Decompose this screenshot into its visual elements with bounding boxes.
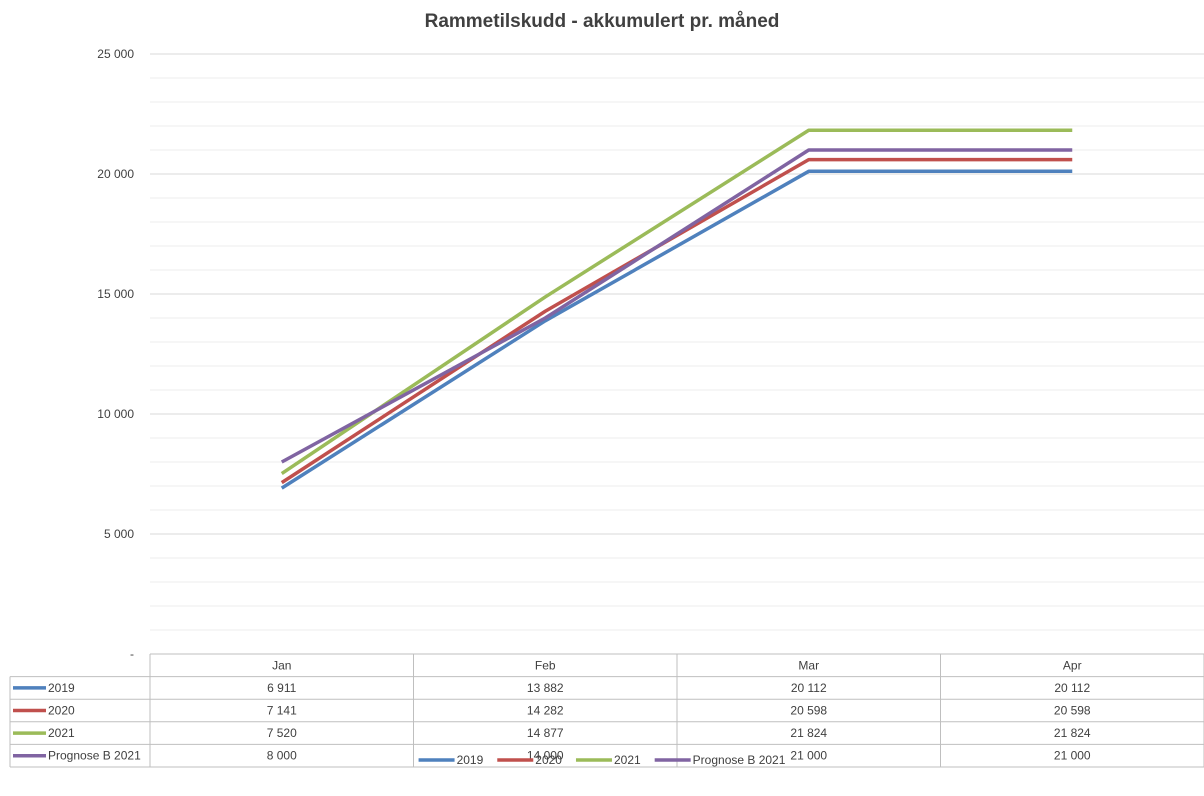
table-cell: 13 882 <box>527 681 564 695</box>
y-tick-label: 10 000 <box>97 407 134 421</box>
plot-area <box>280 128 1073 490</box>
gridlines <box>150 53 1204 631</box>
series-line-prognose-b-2021 <box>280 148 1073 464</box>
y-tick-label: 20 000 <box>97 167 134 181</box>
series-line-2020 <box>280 157 1073 485</box>
table-cell: 21 824 <box>790 726 827 740</box>
table-cell: 21 000 <box>790 749 827 763</box>
table-cell: 14 282 <box>527 704 564 718</box>
legend: 2019 2020 2021 Prognose B 2021 <box>418 753 786 767</box>
data-table: Jan Feb Mar Apr 2019 6 911 13 882 20 112 20 112 2… <box>9 653 1204 768</box>
y-tick-label: 25 000 <box>97 47 134 61</box>
table-cell: 8 000 <box>267 749 297 763</box>
table-cell: 7 520 <box>267 726 297 740</box>
table-row-label: 2021 <box>48 726 75 740</box>
table-row-label: Prognose B 2021 <box>48 749 141 763</box>
series-line-2019 <box>280 169 1073 490</box>
y-tick-label: - <box>130 647 134 661</box>
legend-label: 2019 <box>457 753 484 767</box>
table-cell: 14 877 <box>527 726 564 740</box>
table-cell: 14 000 <box>527 749 564 763</box>
chart-title: Rammetilskudd - akkumulert pr. måned <box>425 11 780 32</box>
y-axis: - 5 000 10 000 15 000 20 000 25 000 <box>97 47 134 661</box>
table-cell: 20 598 <box>1054 704 1091 718</box>
table-cell: 20 112 <box>791 681 827 695</box>
x-tick-label: Feb <box>535 658 556 672</box>
table-cell: 20 112 <box>1054 681 1090 695</box>
table-row-label: 2019 <box>48 681 75 695</box>
table-cell: 21 824 <box>1054 726 1091 740</box>
y-tick-label: 5 000 <box>104 527 134 541</box>
x-tick-label: Mar <box>798 658 819 672</box>
table-cell: 7 141 <box>267 704 297 718</box>
table-row-label: 2020 <box>48 704 75 718</box>
table-cell: 21 000 <box>1054 749 1091 763</box>
y-tick-label: 15 000 <box>97 287 134 301</box>
x-tick-label: Apr <box>1063 658 1082 672</box>
legend-label: 2021 <box>614 753 641 767</box>
legend-label: 2020 <box>535 753 562 767</box>
x-tick-label: Jan <box>272 658 291 672</box>
series-line-2021 <box>280 128 1073 475</box>
table-cell: 6 911 <box>267 681 296 695</box>
table-cell: 20 598 <box>790 704 827 718</box>
legend-label: Prognose B 2021 <box>693 753 786 767</box>
